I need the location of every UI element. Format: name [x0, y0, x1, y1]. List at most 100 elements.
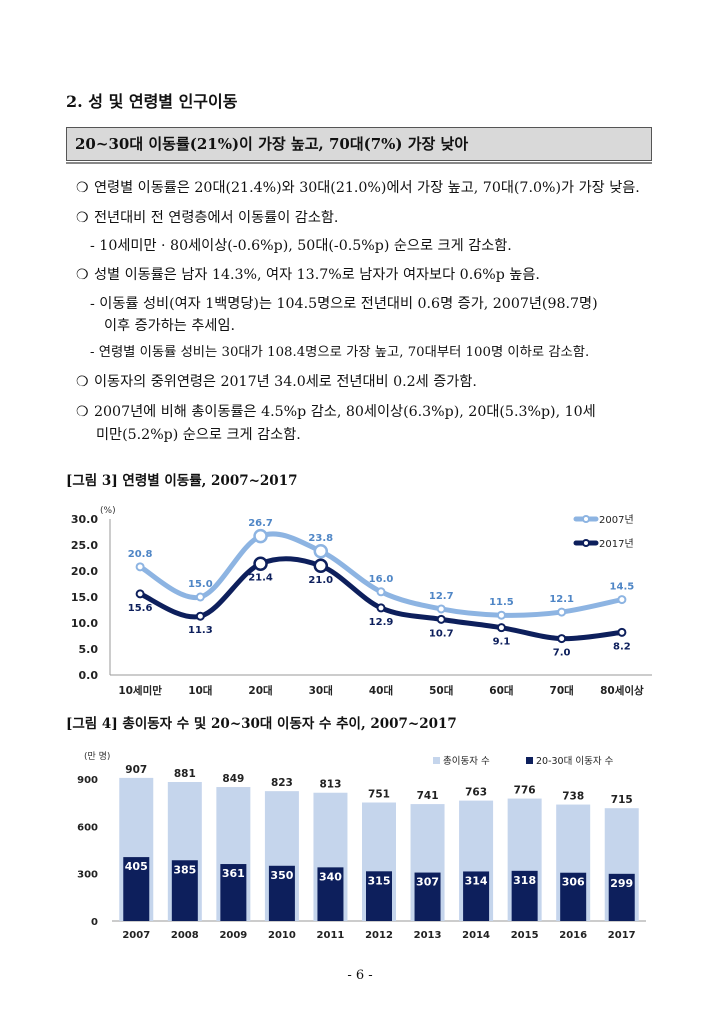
data-point: [557, 634, 567, 644]
y-unit-label: (만 명): [84, 751, 110, 762]
age2030-value-label: 405: [125, 860, 148, 873]
age2030-bar: [608, 873, 635, 921]
data-point: [253, 556, 268, 571]
x-tick-label: 2012: [365, 930, 393, 941]
x-tick-label: 2009: [219, 930, 247, 941]
y-tick-label: 5.0: [79, 643, 99, 656]
data-point: [135, 562, 145, 572]
age2030-bar: [171, 860, 198, 921]
data-label: 21.4: [248, 573, 273, 584]
legend-swatch: [526, 757, 533, 764]
age2030-value-label: 307: [416, 876, 439, 889]
legend-marker: [582, 515, 590, 523]
data-label: 10.7: [429, 628, 454, 639]
circle-bullet-icon: ❍: [76, 404, 89, 420]
data-point: [557, 607, 567, 617]
age2030-value-label: 350: [270, 869, 293, 882]
summary-box: 20~30대 이동률(21%)이 가장 높고, 70대(7%) 가장 낮아: [66, 127, 652, 164]
data-point: [195, 611, 205, 621]
x-tick-label: 10대: [188, 684, 212, 697]
age2030-value-label: 361: [222, 867, 245, 880]
bullet-item: ❍ 이동자의 중위연령은 2017년 34.0세로 전년대비 0.2세 증가함.: [76, 372, 477, 392]
age2030-bar: [317, 867, 344, 921]
total-value-label: 823: [271, 777, 293, 789]
y-unit-label: (%): [100, 506, 116, 516]
bullet-item: ❍ 연령별 이동률은 20대(21.4%)와 30대(21.0%)에서 가장 높고…: [76, 178, 640, 198]
x-tick-label: 2010: [268, 930, 296, 941]
y-tick-label: 30.0: [71, 513, 98, 526]
y-tick-label: 0.0: [79, 669, 99, 682]
y-tick-label: 10.0: [71, 617, 98, 630]
data-label: 23.8: [308, 533, 333, 544]
legend-marker: [582, 539, 590, 547]
series-line: [137, 531, 625, 618]
series-line: [137, 556, 625, 642]
x-tick-label: 2015: [511, 930, 539, 941]
data-label: 12.9: [369, 617, 394, 628]
bullet-item: ❍ 전년대비 전 연령층에서 이동률이 감소함.: [76, 208, 338, 228]
bullet-text: 연령별 이동률은 20대(21.4%)와 30대(21.0%)에서 가장 높고,…: [94, 180, 640, 196]
total-value-label: 881: [174, 768, 196, 780]
circle-bullet-icon: ❍: [76, 210, 89, 226]
data-point: [436, 614, 446, 624]
y-tick-label: 15.0: [71, 591, 98, 604]
x-tick-label: 30대: [309, 684, 333, 697]
figure4-caption: [그림 4] 총이동자 수 및 20~30대 이동자 수 추이, 2007~20…: [66, 716, 457, 732]
circle-bullet-icon: ❍: [76, 374, 89, 390]
age2030-value-label: 340: [319, 870, 342, 883]
age2030-value-label: 306: [562, 876, 585, 889]
x-tick-label: 2008: [171, 930, 199, 941]
x-tick-label: 2007: [122, 930, 150, 941]
data-point: [496, 623, 506, 633]
legend-label: 20-30대 이동자 수: [536, 756, 614, 767]
x-tick-label: 50대: [429, 684, 453, 697]
age2030-value-label: 299: [610, 877, 633, 890]
total-value-label: 813: [319, 779, 341, 791]
age2030-bar: [560, 872, 587, 921]
x-tick-label: 2011: [317, 930, 345, 941]
age2030-value-label: 385: [173, 863, 196, 876]
sub-bullet-text: - 연령별 이동률 성비는 30대가 108.4명으로 가장 높고, 70대부터…: [90, 345, 590, 360]
x-tick-label: 40대: [369, 684, 393, 697]
total-value-label: 776: [514, 785, 536, 797]
sub-bullet-text: 이후 증가하는 추세임.: [104, 318, 236, 334]
data-label: 21.0: [308, 575, 333, 586]
bullet-item: ❍ 성별 이동률은 남자 14.3%, 여자 13.7%로 남자가 여자보다 0.…: [76, 265, 540, 285]
bullet-text: 전년대비 전 연령층에서 이동률이 감소함.: [94, 210, 339, 226]
total-value-label: 738: [562, 791, 584, 803]
age2030-bar: [366, 871, 392, 921]
circle-bullet-icon: ❍: [76, 180, 89, 196]
line-chart: (%) 0.0 5.0 10.0 15.0 20.0 25.0 30.0 10세미만 10대 20대…: [71, 506, 652, 697]
age2030-value-label: 318: [513, 874, 536, 887]
x-tick-label: 60대: [489, 684, 513, 697]
bullet-text-continued: 미만(5.2%p) 순으로 크게 감소함.: [96, 427, 301, 443]
bullet-text: 성별 이동률은 남자 14.3%, 여자 13.7%로 남자가 여자보다 0.6…: [94, 267, 540, 283]
x-tick-label: 2016: [559, 930, 587, 941]
data-point: [376, 603, 386, 613]
y-tick-label: 20.0: [71, 565, 98, 578]
total-value-label: 849: [222, 773, 244, 785]
bullet-item: ❍ 2007년에 비해 총이동률은 4.5%p 감소, 80세이상(6.3%p),…: [76, 402, 596, 422]
x-tick-label: 80세이상: [600, 684, 644, 697]
x-tick-label: 2014: [462, 930, 490, 941]
data-label: 14.5: [610, 582, 635, 593]
age2030-bar: [511, 870, 538, 921]
legend-label: 2007년: [599, 514, 634, 526]
page-number: - 6 -: [347, 968, 373, 983]
data-label: 12.7: [429, 591, 454, 602]
total-value-label: 715: [611, 794, 633, 806]
bullet-text: 이동자의 중위연령은 2017년 34.0세로 전년대비 0.2세 증가함.: [94, 374, 477, 390]
data-point: [436, 604, 446, 614]
legend-swatch: [433, 757, 440, 764]
age2030-bar: [414, 872, 441, 921]
y-tick-label: 25.0: [71, 539, 98, 552]
data-label: 11.5: [489, 597, 514, 608]
y-tick-label: 0: [91, 917, 98, 928]
age2030-value-label: 314: [465, 874, 488, 887]
total-value-label: 763: [465, 787, 487, 799]
data-label: 7.0: [553, 648, 571, 659]
x-tick-label: 10세미만: [118, 684, 162, 697]
data-label: 9.1: [493, 637, 511, 648]
data-point: [617, 627, 627, 637]
bullet-text: 2007년에 비해 총이동률은 4.5%p 감소, 80세이상(6.3%p), …: [94, 404, 596, 420]
